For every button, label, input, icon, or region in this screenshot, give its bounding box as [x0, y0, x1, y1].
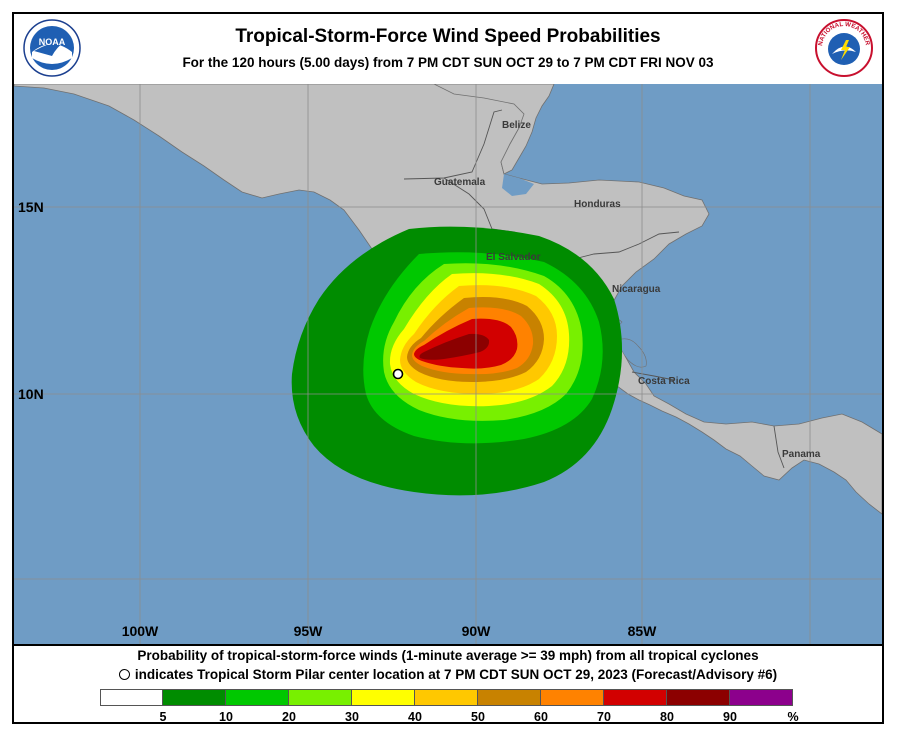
legend-swatch: [100, 689, 163, 706]
legend-swatch: [415, 689, 478, 706]
country-label-honduras: Honduras: [574, 199, 621, 210]
probability-legend: 5 10 20 30 40 50 60 70 80 90%: [100, 689, 799, 724]
legend-swatch: [604, 689, 667, 706]
storm-center-marker-icon: [392, 368, 404, 380]
legend-label: 60: [534, 710, 548, 724]
legend-swatch: [352, 689, 415, 706]
country-label-nicaragua: Nicaragua: [612, 284, 661, 295]
figure-frame: NOAA Tropical-Storm-Force Wind Speed Pro…: [12, 12, 884, 724]
legend-swatch: [541, 689, 604, 706]
legend-label: 80: [660, 710, 674, 724]
probability-map: Belize Guatemala Honduras El Salvador Ni…: [14, 84, 882, 644]
lat-label-15n: 15N: [18, 199, 44, 215]
legend-label: 90: [723, 710, 737, 724]
nws-logo-icon: NATIONAL WEATHER SERVICE: [814, 18, 873, 77]
country-label-costa-rica: Costa Rica: [638, 376, 690, 387]
header: NOAA Tropical-Storm-Force Wind Speed Pro…: [14, 14, 882, 86]
contour-80-90: [419, 333, 490, 360]
legend-label: 20: [282, 710, 296, 724]
legend-swatch: [163, 689, 226, 706]
lon-label-90w: 90W: [462, 623, 492, 639]
map-title: Tropical-Storm-Force Wind Speed Probabil…: [235, 26, 661, 47]
axis-labels: 15N 10N 100W 95W 90W 85W: [18, 199, 657, 639]
footer: Probability of tropical-storm-force wind…: [14, 644, 882, 724]
country-label-el-salvador: El Salvador: [486, 252, 541, 263]
country-label-belize: Belize: [502, 120, 531, 131]
lake-nicaragua: [617, 338, 647, 368]
noaa-logo-icon: NOAA: [23, 19, 81, 77]
footer-storm-note-text: indicates Tropical Storm Pilar center lo…: [134, 667, 778, 682]
legend-label: 40: [408, 710, 422, 724]
footer-storm-note: indicates Tropical Storm Pilar center lo…: [14, 667, 882, 682]
legend-label: %: [787, 710, 799, 724]
lon-label-95w: 95W: [294, 623, 324, 639]
legend-label: 30: [345, 710, 359, 724]
legend-swatch: [226, 689, 289, 706]
storm-center-legend-icon: [118, 669, 130, 680]
legend-swatch: [478, 689, 541, 706]
legend-swatch: [667, 689, 730, 706]
legend-swatch: [289, 689, 352, 706]
legend-label: 5: [159, 710, 167, 724]
legend-label: 10: [219, 710, 233, 724]
noaa-logo-text: NOAA: [39, 37, 66, 47]
lon-label-85w: 85W: [628, 623, 658, 639]
yucatan-land: [433, 84, 555, 175]
legend-label: 50: [471, 710, 485, 724]
legend-swatch: [730, 689, 793, 706]
lat-label-10n: 10N: [18, 386, 44, 402]
legend-label: 70: [597, 710, 611, 724]
lon-label-100w: 100W: [122, 623, 159, 639]
country-labels: Belize Guatemala Honduras El Salvador Ni…: [434, 120, 821, 460]
footer-description: Probability of tropical-storm-force wind…: [137, 648, 759, 663]
probability-contours: [291, 226, 623, 496]
gulf-of-honduras: [502, 174, 534, 196]
country-label-guatemala: Guatemala: [434, 177, 486, 188]
lat-lon-grid: [14, 84, 882, 644]
country-label-panama: Panama: [782, 449, 821, 460]
map-subtitle: For the 120 hours (5.00 days) from 7 PM …: [182, 55, 714, 70]
